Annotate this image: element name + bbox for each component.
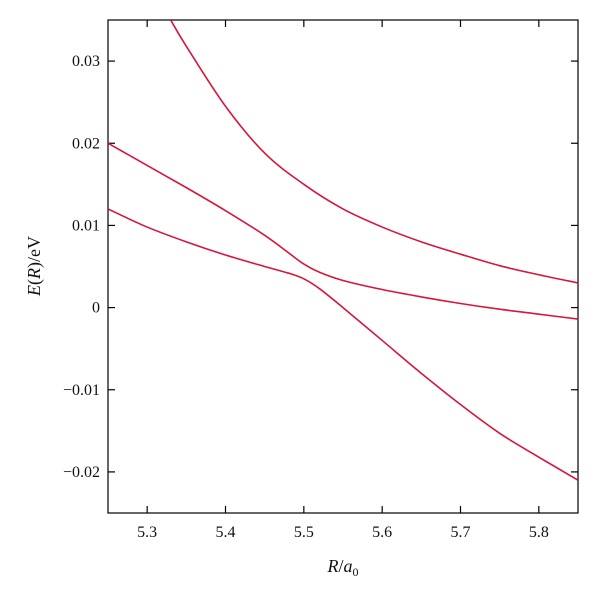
x-axis-label-slash: / [338, 556, 343, 576]
x-axis-tick-labels: 5.3 5.4 5.5 5.6 5.7 5.8 [137, 524, 549, 541]
y-axis-label-arg: R [24, 268, 44, 280]
x-axis-label-base: a [344, 556, 353, 576]
x-tick-label: 5.3 [137, 524, 157, 541]
y-tick-label: 0 [92, 300, 100, 317]
y-axis-tick-labels: 0.03 0.02 0.01 0 −0.01 −0.02 [63, 53, 100, 481]
x-axis-ticks [146, 20, 540, 513]
series-line-lower [108, 208, 578, 481]
y-axis-label-unit: /eV [24, 236, 44, 262]
x-axis-label: R/a0 [326, 556, 358, 579]
y-tick-label: 0.03 [72, 53, 100, 70]
y-axis-label: E(R)/eV [24, 236, 45, 297]
y-axis-label-var: E [24, 285, 44, 297]
x-tick-label: 5.4 [216, 524, 236, 541]
series-line-middle [108, 142, 578, 320]
y-tick-label: 0.01 [72, 217, 100, 234]
y-tick-label: −0.01 [63, 382, 100, 399]
x-tick-label: 5.7 [451, 524, 471, 541]
y-tick-label: −0.02 [63, 464, 100, 481]
series-group [108, 20, 578, 481]
x-tick-label: 5.8 [529, 524, 549, 541]
x-axis-label-var: R [326, 556, 338, 576]
y-axis-label-open: ( [24, 279, 45, 285]
series-line-upper [169, 20, 578, 284]
y-tick-label: 0.02 [72, 135, 100, 152]
x-axis-label-sub: 0 [353, 565, 359, 579]
y-axis-ticks [108, 60, 578, 473]
x-tick-label: 5.5 [294, 524, 314, 541]
plot-frame [107, 19, 579, 514]
y-axis-label-close: ) [24, 262, 45, 268]
x-tick-label: 5.6 [372, 524, 392, 541]
